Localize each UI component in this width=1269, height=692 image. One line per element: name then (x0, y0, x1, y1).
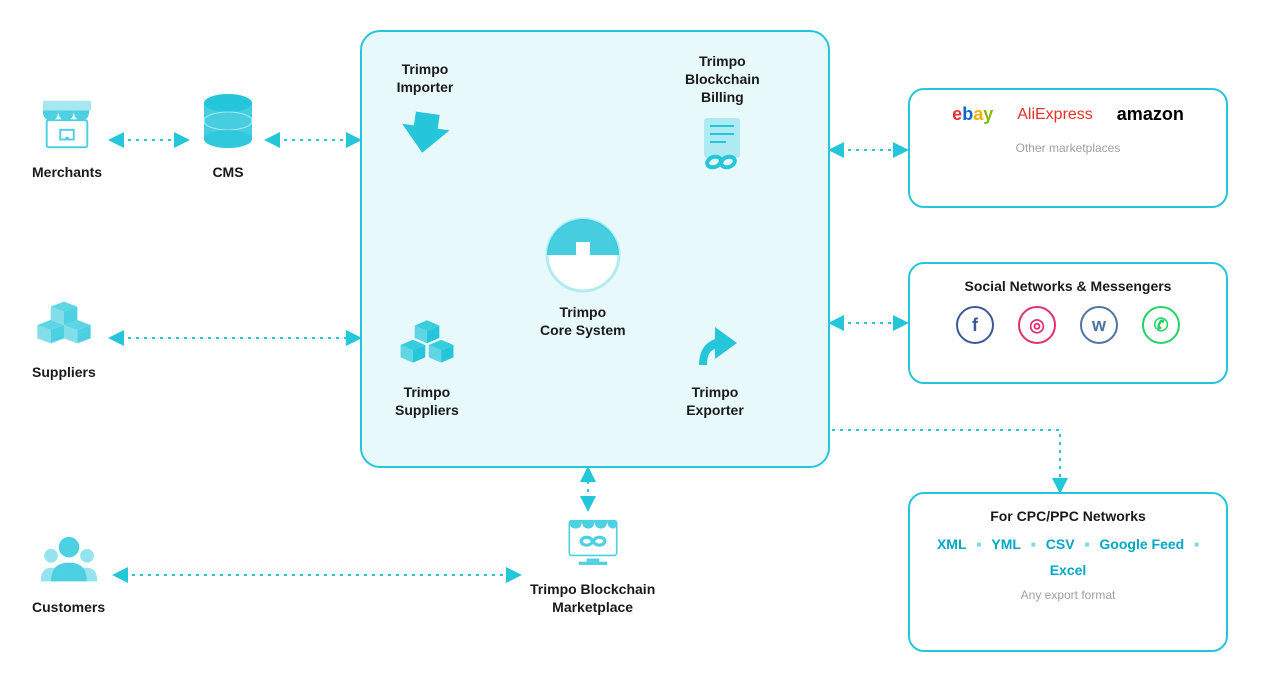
whatsapp-icon: ✆ (1142, 306, 1180, 344)
node-label-exporter: Trimpo Exporter (686, 383, 744, 419)
node-importer: Trimpo Importer (395, 60, 455, 164)
receipt-chain-icon (692, 115, 752, 175)
import-arrow-icon (395, 104, 455, 164)
instagram-icon: ◎ (1018, 306, 1056, 344)
ebay-logo: ebay (952, 104, 993, 125)
format-google-feed: Google Feed (1099, 536, 1184, 552)
any-format-label: Any export format (1021, 588, 1116, 602)
node-label-importer: Trimpo Importer (397, 60, 454, 96)
node-marketplace: Trimpo Blockchain Marketplace (530, 512, 655, 616)
marketplaces-box: ebay AliExpress amazon Other marketplace… (908, 88, 1228, 208)
marketplace-logo-row: ebay AliExpress amazon Other marketplace… (928, 104, 1208, 155)
vk-icon: w (1080, 306, 1118, 344)
other-marketplaces-label: Other marketplaces (1016, 141, 1121, 155)
node-cms: CMS (198, 95, 258, 181)
format-row: XML ■ YML ■ CSV ■ Google Feed ■ Excel (928, 536, 1208, 578)
node-exporter: Trimpo Exporter (685, 315, 745, 419)
node-label-cms: CMS (212, 163, 243, 181)
facebook-icon: f (956, 306, 994, 344)
node-label-billing: Trimpo Blockchain Billing (685, 52, 760, 107)
social-icon-row: f ◎ w ✆ (956, 306, 1180, 344)
storefront-chain-icon (563, 512, 623, 572)
format-separator: ■ (1194, 540, 1199, 549)
format-excel: Excel (1050, 562, 1087, 578)
format-xml: XML (937, 536, 967, 552)
export-arrow-icon (685, 315, 745, 375)
node-suppliers: Suppliers (32, 295, 96, 381)
cpc-box-title: For CPC/PPC Networks (990, 508, 1146, 524)
node-label-trimpo-suppliers: Trimpo Suppliers (395, 383, 459, 419)
boxes-icon (34, 295, 94, 355)
aliexpress-logo: AliExpress (1017, 106, 1093, 124)
social-networks-box: Social Networks & Messengers f ◎ w ✆ (908, 262, 1228, 384)
amazon-logo: amazon (1117, 104, 1184, 125)
social-box-title: Social Networks & Messengers (965, 278, 1172, 294)
node-customers: Customers (32, 530, 105, 616)
edge-exporter-area-cpc-box (832, 430, 1060, 490)
format-separator: ■ (1085, 540, 1090, 549)
node-billing: Trimpo Blockchain Billing (685, 52, 760, 175)
node-label-merchants: Merchants (32, 163, 102, 181)
node-label-core: Trimpo Core System (540, 303, 626, 339)
format-separator: ■ (977, 540, 982, 549)
sphere-logo-icon (543, 215, 623, 295)
node-core: Trimpo Core System (540, 215, 626, 339)
format-yml: YML (991, 536, 1021, 552)
format-csv: CSV (1046, 536, 1075, 552)
node-label-suppliers: Suppliers (32, 363, 96, 381)
node-label-customers: Customers (32, 598, 105, 616)
cpc-networks-box: For CPC/PPC Networks XML ■ YML ■ CSV ■ Google … (908, 492, 1228, 652)
node-merchants: Merchants (32, 95, 102, 181)
people-icon (39, 530, 99, 590)
storefront-icon (37, 95, 97, 155)
format-separator: ■ (1031, 540, 1036, 549)
database-icon (198, 95, 258, 155)
node-label-marketplace: Trimpo Blockchain Marketplace (530, 580, 655, 616)
cubes-icon (397, 315, 457, 375)
node-trimpo-suppliers: Trimpo Suppliers (395, 315, 459, 419)
